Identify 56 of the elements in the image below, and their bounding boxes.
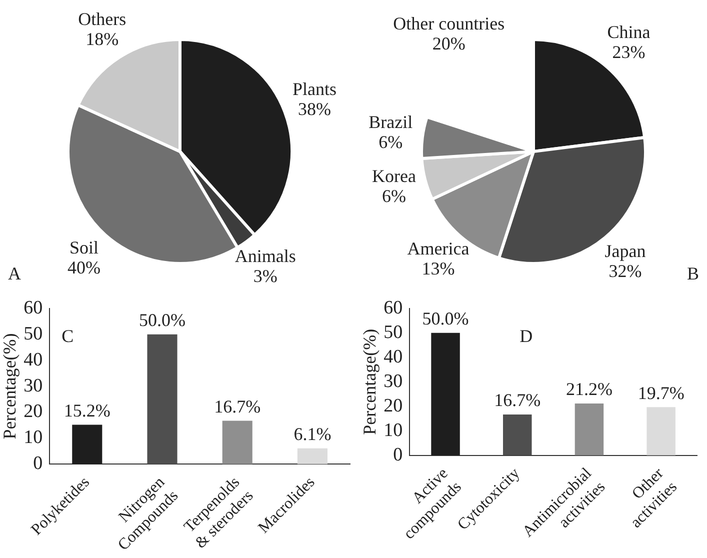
slice-label: America [407, 238, 470, 258]
slice-label: Japan [604, 241, 646, 262]
data-label: 50.0% [139, 310, 186, 330]
text: A [8, 264, 21, 284]
slice-label: Brazil [368, 112, 413, 132]
slice-label: Animals [234, 246, 296, 266]
bar [297, 448, 328, 464]
data-label: 3% [253, 266, 278, 286]
y-axis-title: Percentage(%) [360, 328, 380, 435]
bar [574, 403, 604, 456]
slice-label: Korea [372, 166, 416, 186]
data-label: 6.1% [294, 424, 332, 444]
y-tick-label: 20 [24, 401, 43, 422]
data-label: 50.0% [422, 308, 469, 329]
data-label: 38% [298, 98, 332, 119]
y-tick-label: 40 [384, 346, 403, 368]
y-tick-label: 50 [384, 322, 403, 343]
data-label: 6% [382, 186, 406, 206]
text: B [686, 264, 699, 284]
slice-label: China [607, 22, 650, 42]
data-label: 6% [378, 132, 403, 152]
y-tick-label: 60 [24, 297, 43, 318]
y-tick-label: 10 [24, 427, 43, 448]
slice-label: Plants [292, 78, 337, 99]
y-tick-label: 30 [384, 370, 403, 392]
y-tick-label: 60 [384, 297, 403, 318]
y-tick-label: 0 [33, 453, 43, 474]
data-label: 18% [86, 29, 119, 50]
bar [72, 424, 102, 464]
y-tick-label: 20 [384, 395, 403, 416]
data-label: 16.7% [494, 390, 541, 410]
y-tick-label: 30 [24, 375, 43, 396]
data-label: 15.2% [64, 400, 110, 420]
bar [147, 334, 178, 464]
data-label: 16.7% [214, 396, 261, 417]
slice-label: Others [78, 9, 126, 30]
data-label: 40% [67, 258, 100, 278]
data-label: 23% [612, 42, 646, 62]
data-label: 32% [608, 261, 642, 282]
data-label: 19.7% [638, 382, 684, 403]
y-tick-label: 10 [384, 420, 403, 441]
annotation: D [520, 326, 533, 346]
y-tick-label: 50 [24, 323, 43, 344]
data-label: 21.2% [566, 379, 612, 400]
y-tick-label: 0 [393, 444, 403, 466]
slice-label: Soil [69, 238, 98, 258]
data-label: 13% [422, 258, 455, 278]
bar [646, 407, 676, 456]
data-label: 20% [432, 34, 466, 54]
annotation: C [62, 326, 74, 346]
bar [431, 332, 460, 456]
slice-label: Other countries [393, 14, 505, 34]
y-tick-label: 40 [24, 349, 43, 370]
y-axis-title: Percentage(%) [0, 333, 20, 440]
bar [222, 420, 252, 464]
bar [503, 414, 532, 456]
